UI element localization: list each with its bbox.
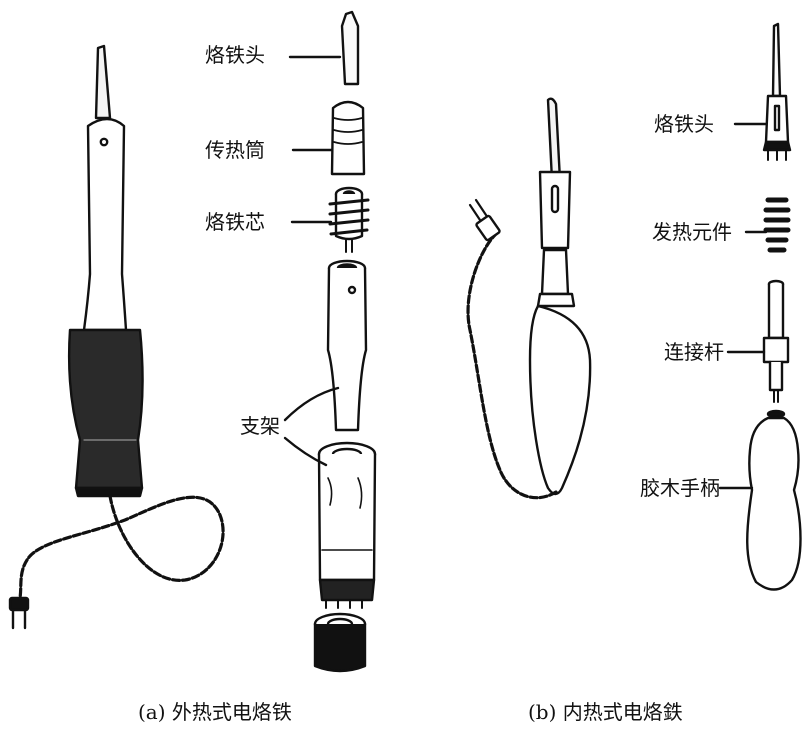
- caption-a: (a) 外热式电烙铁: [138, 700, 292, 724]
- label-heating-element: 发热元件: [652, 220, 732, 244]
- label-core: 烙铁芯: [205, 210, 265, 234]
- assembled-internal-iron: [466, 97, 592, 500]
- caption-b: (b) 内热式电烙鉄: [528, 700, 683, 724]
- label-bracket: 支架: [240, 414, 280, 438]
- connecting-rod-part: [762, 279, 790, 403]
- bracket-tube-part: [326, 259, 368, 432]
- core-part: [328, 186, 370, 253]
- heating-element-part: [763, 197, 791, 253]
- heat-tube-part: [330, 100, 366, 176]
- label-tip-b: 烙铁头: [654, 112, 714, 136]
- label-connecting-rod: 连接杆: [664, 340, 724, 364]
- external-iron-exploded: [283, 10, 377, 673]
- tip-part: [340, 10, 360, 86]
- assembled-external-iron: [8, 44, 225, 630]
- label-bakelite-handle: 胶木手柄: [640, 476, 720, 500]
- bakelite-handle-part: [746, 409, 802, 591]
- end-ring-part: [313, 612, 367, 673]
- grip-part: [317, 441, 377, 609]
- internal-iron-exploded: [718, 22, 802, 591]
- label-tip-a: 烙铁头: [205, 43, 265, 67]
- label-heat-tube: 传热筒: [205, 138, 265, 162]
